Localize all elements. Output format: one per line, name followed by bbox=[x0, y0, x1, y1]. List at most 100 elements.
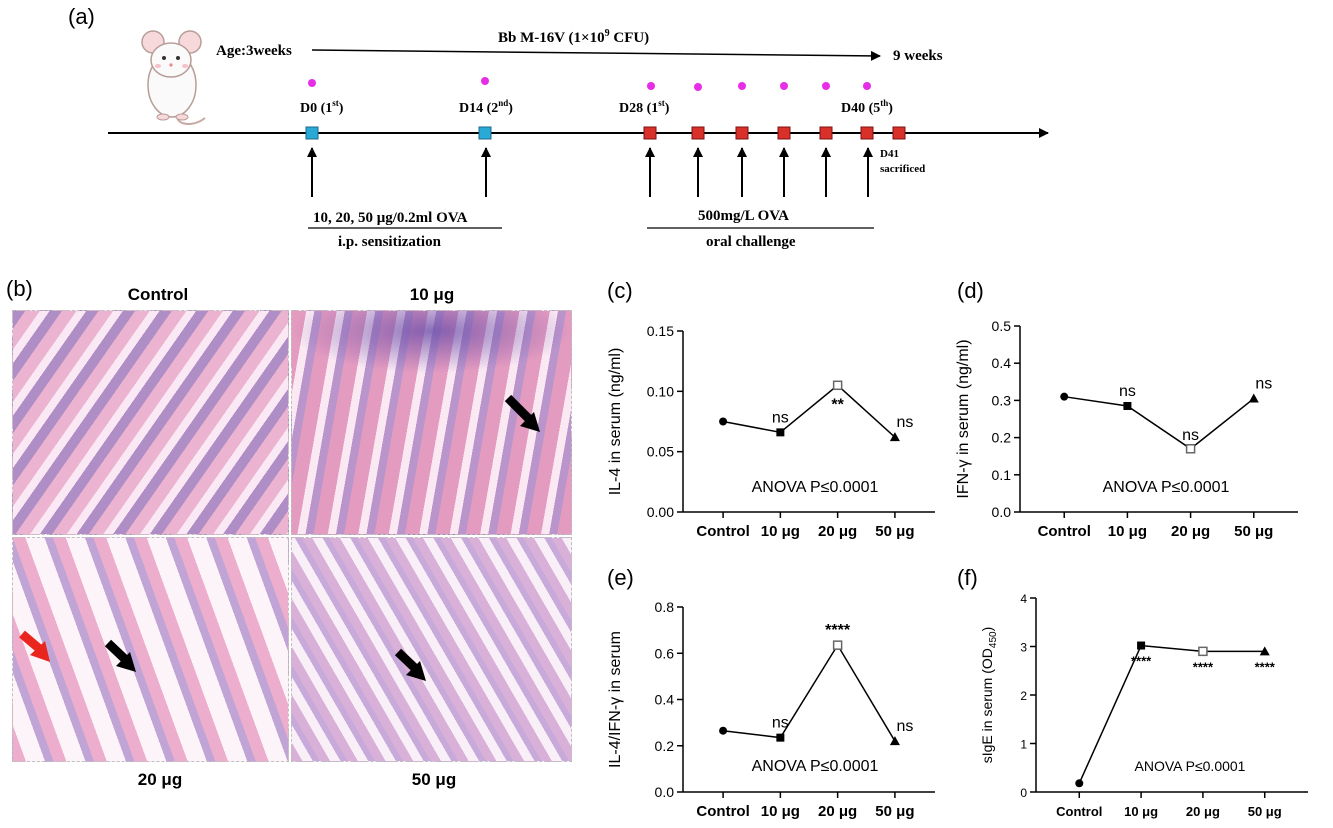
day-label-d0: D0 (1st) bbox=[300, 98, 344, 116]
x-tick-label: 50 μg bbox=[1234, 523, 1273, 540]
y-tick-label: 1 bbox=[1020, 738, 1027, 752]
data-point bbox=[1198, 646, 1208, 657]
series-line bbox=[722, 384, 896, 438]
panel-b-label: (b) bbox=[6, 276, 33, 301]
challenge-dose: 500mg/L OVA bbox=[698, 208, 789, 224]
y-tick-label: 0.0 bbox=[655, 784, 675, 800]
y-axis-label: sIgE in serum (OD450) bbox=[979, 627, 999, 764]
data-point bbox=[1185, 444, 1196, 454]
significance-label: ns bbox=[772, 409, 789, 426]
x-tick-label: 20 μg bbox=[818, 803, 857, 820]
anova-note: ANOVA P≤0.0001 bbox=[752, 479, 879, 496]
sensitization-marker bbox=[478, 126, 492, 140]
y-tick-label: 0.15 bbox=[647, 323, 674, 339]
significance-label: **** bbox=[1193, 659, 1214, 674]
panel-label: (e) bbox=[607, 565, 634, 590]
y-axis-label: IL-4/IFN-γ in serum bbox=[607, 631, 624, 768]
histology-title-10ug: 10 μg bbox=[410, 285, 454, 304]
histology-control bbox=[12, 310, 289, 535]
significance-label: ns bbox=[1255, 376, 1272, 393]
histology-title-control: Control bbox=[128, 285, 188, 304]
data-point bbox=[1248, 393, 1259, 403]
x-tick-label: Control bbox=[696, 523, 749, 540]
panel-label: (c) bbox=[607, 278, 633, 303]
black-arrow-icon bbox=[104, 639, 136, 672]
data-point bbox=[889, 736, 900, 746]
sensitization-dose: 10, 20, 50 μg/0.2ml OVA bbox=[313, 210, 468, 226]
x-tick-label: 20 μg bbox=[1171, 523, 1210, 540]
series-line bbox=[1078, 644, 1265, 784]
data-point bbox=[1060, 392, 1069, 401]
y-tick-label: 0.2 bbox=[992, 430, 1012, 446]
y-tick-label: 2 bbox=[1020, 689, 1027, 703]
administration-dots bbox=[308, 77, 871, 91]
y-tick-label: 0.3 bbox=[992, 392, 1012, 408]
mouse-icon bbox=[141, 30, 206, 126]
significance-label: ns bbox=[1182, 427, 1199, 444]
chart-sige: (f) 0 1 2 3 4 Control 10 μg 20 μg 50 μg sIgE in se… bbox=[957, 565, 1308, 819]
red-arrow-icon bbox=[19, 630, 50, 662]
significance-label: ** bbox=[831, 396, 844, 413]
y-tick-label: 0.00 bbox=[647, 504, 674, 520]
data-point bbox=[832, 380, 843, 391]
significance-label: ns bbox=[896, 718, 913, 735]
sacrifice-label: sacrificed bbox=[880, 163, 925, 175]
y-tick-label: 0.6 bbox=[655, 645, 675, 661]
x-tick-label: 50 μg bbox=[875, 523, 914, 540]
chart-il4-ifn-ratio: (e) 0.0 0.2 0.4 0.6 0.8 Control 10 μg 20 μg 50 μg… bbox=[607, 565, 935, 820]
x-tick-label: 10 μg bbox=[761, 803, 800, 820]
y-axis-label: IL-4 in serum (ng/ml) bbox=[607, 348, 624, 496]
y-tick-label: 0.1 bbox=[992, 467, 1012, 483]
y-axis-label: IFN-γ in serum (ng/ml) bbox=[955, 339, 972, 498]
x-tick-label: 10 μg bbox=[1108, 523, 1147, 540]
day-label-d40: D40 (5th) bbox=[841, 98, 893, 116]
x-tick-label: 20 μg bbox=[1186, 804, 1220, 819]
age-end-label: 9 weeks bbox=[893, 48, 943, 64]
panel-a-label: (a) bbox=[68, 4, 95, 29]
significance-label: ns bbox=[772, 715, 789, 732]
sensitization-marker bbox=[305, 126, 319, 140]
panel-label: (f) bbox=[957, 565, 978, 590]
sacrifice-day: D41 bbox=[880, 148, 899, 160]
significance-label: ns bbox=[896, 414, 913, 431]
x-tick-label: Control bbox=[1056, 804, 1102, 819]
sensitization-route: i.p. sensitization bbox=[338, 234, 442, 250]
y-tick-label: 3 bbox=[1020, 641, 1027, 655]
data-point bbox=[719, 726, 728, 735]
x-tick-label: 10 μg bbox=[1124, 804, 1158, 819]
treatment-label: Bb M-16V (1×109 CFU) bbox=[498, 28, 649, 46]
dosing-arrows bbox=[307, 147, 873, 197]
x-tick-label: Control bbox=[696, 803, 749, 820]
data-point bbox=[719, 417, 728, 426]
y-tick-label: 0.4 bbox=[992, 355, 1012, 371]
data-point bbox=[1137, 641, 1146, 650]
y-tick-label: 0.8 bbox=[655, 599, 675, 615]
x-tick-label: 10 μg bbox=[761, 523, 800, 540]
chart-ifn-gamma: (d) 0.0 0.1 0.2 0.3 0.4 0.5 Control 10 μg 20 μg 50… bbox=[955, 278, 1298, 540]
significance-label: **** bbox=[825, 622, 851, 639]
x-tick-label: 50 μg bbox=[1248, 804, 1282, 819]
chart-il4: (c) 0.00 0.05 0.10 0.15 Control 10 μg 20 μg 50 μ… bbox=[607, 278, 935, 540]
data-point bbox=[1075, 779, 1084, 788]
data-point bbox=[889, 432, 900, 442]
y-tick-label: 0.2 bbox=[655, 738, 675, 754]
anova-note: ANOVA P≤0.0001 bbox=[1103, 479, 1230, 496]
y-tick-label: 0.10 bbox=[647, 383, 674, 399]
histology-title-20ug: 20 μg bbox=[138, 770, 182, 789]
significance-label: **** bbox=[1255, 659, 1276, 674]
y-tick-label: 0.5 bbox=[992, 318, 1012, 334]
treatment-arrow bbox=[311, 49, 881, 61]
series-line bbox=[1064, 395, 1255, 450]
black-arrow-icon bbox=[504, 394, 540, 432]
data-point bbox=[776, 428, 785, 437]
y-tick-label: 0 bbox=[1020, 786, 1027, 800]
black-arrow-icon bbox=[394, 648, 426, 681]
y-tick-label: 4 bbox=[1020, 592, 1027, 606]
significance-label: **** bbox=[1131, 654, 1152, 669]
x-tick-label: 50 μg bbox=[875, 803, 914, 820]
significance-label: ns bbox=[1119, 383, 1136, 400]
data-point bbox=[776, 733, 785, 742]
histology-title-50ug: 50 μg bbox=[412, 770, 456, 789]
histology-50ug bbox=[291, 537, 572, 762]
